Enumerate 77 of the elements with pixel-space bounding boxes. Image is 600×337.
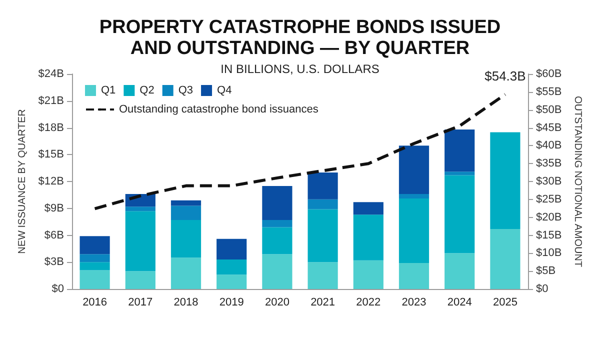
x-tick-label: 2018 [174, 296, 198, 308]
x-tick-label: 2019 [219, 296, 244, 308]
bar [398, 146, 430, 194]
bar [262, 186, 292, 220]
bar [444, 175, 475, 254]
annotation: $54.3B [484, 68, 526, 84]
bar [216, 259, 247, 275]
x-tick-label: 2025 [492, 296, 518, 308]
y-tick-label: $0 [52, 283, 64, 295]
bar [125, 206, 156, 212]
bar [490, 228, 520, 289]
bar [125, 271, 156, 289]
bar [308, 262, 338, 289]
bar [490, 132, 520, 229]
bar [80, 236, 110, 254]
bar [170, 200, 202, 206]
bar [308, 172, 338, 200]
bar [262, 254, 292, 289]
y2-tick-label: $40B [536, 140, 562, 152]
x-tick-label: 2017 [128, 296, 153, 308]
bar [398, 194, 430, 199]
legend-label: Q3 [178, 84, 194, 96]
bar [353, 214, 384, 260]
y-tick-label: $24B [38, 68, 64, 80]
chart-title: PROPERTY CATASTROPHE BONDS ISSUED AND OUTSTANDING — BY QUARTER [99, 17, 501, 59]
x-tick-label: 2022 [356, 296, 381, 308]
x-tick-label: 2024 [447, 296, 472, 308]
bar [308, 209, 338, 262]
bar [80, 270, 110, 289]
legend-label: Outstanding catastrophe bond issuances [119, 104, 319, 116]
bar [170, 258, 202, 289]
y2-tick-label: $15B [536, 229, 562, 242]
y2-tick-label: $50B [536, 104, 562, 116]
bar [398, 263, 430, 289]
bar [353, 202, 384, 215]
bar [80, 262, 110, 270]
y2-tick-label: $0 [536, 283, 548, 295]
y2-tick-label: $5B [536, 265, 556, 278]
bar [444, 172, 475, 176]
y-tick-label: $3B [44, 256, 64, 268]
y2-tick-label: $35B [536, 158, 562, 170]
legend-label: Q4 [217, 84, 232, 96]
y-axis-title: NEW ISSUANCE BY QUARTER [16, 109, 28, 254]
x-tick-label: 2020 [264, 296, 290, 308]
y-tick-label: $21B [38, 94, 64, 107]
bar [398, 198, 430, 264]
bar [444, 130, 475, 172]
legend-label: Q2 [140, 84, 154, 96]
bar [262, 227, 292, 254]
bar [353, 260, 384, 289]
legend-label: Q1 [101, 84, 116, 96]
bar [125, 211, 156, 272]
y2-tick-label: $10B [536, 247, 562, 260]
y-tick-label: $12B [38, 176, 64, 188]
chart-subtitle: IN BILLIONS, U.S. DOLLARS [220, 62, 380, 76]
y-tick-label: $9B [44, 202, 64, 214]
y2-tick-label: $20B [536, 211, 562, 224]
y2-axis-title: OUTSTANDING NOTIONAL AMOUNT [572, 96, 584, 268]
bar [262, 220, 292, 228]
bar [216, 274, 247, 289]
bar [216, 238, 247, 260]
y2-tick-label: $45B [536, 122, 562, 134]
bar [170, 220, 202, 258]
bar [170, 206, 202, 220]
y-tick-label: $6B [44, 229, 64, 242]
y2-tick-label: $55B [536, 86, 562, 98]
y-tick-label: $15B [38, 148, 64, 161]
bar [308, 199, 338, 210]
y2-tick-label: $25B [536, 193, 562, 206]
y2-tick-label: $60B [536, 68, 562, 80]
x-tick-label: 2023 [402, 296, 426, 308]
bar [80, 254, 110, 262]
y-tick-label: $18B [38, 122, 64, 134]
bar [444, 253, 475, 289]
x-tick-label: 2021 [310, 296, 336, 308]
y2-tick-label: $30B [536, 176, 562, 188]
x-tick-label: 2016 [82, 296, 108, 308]
